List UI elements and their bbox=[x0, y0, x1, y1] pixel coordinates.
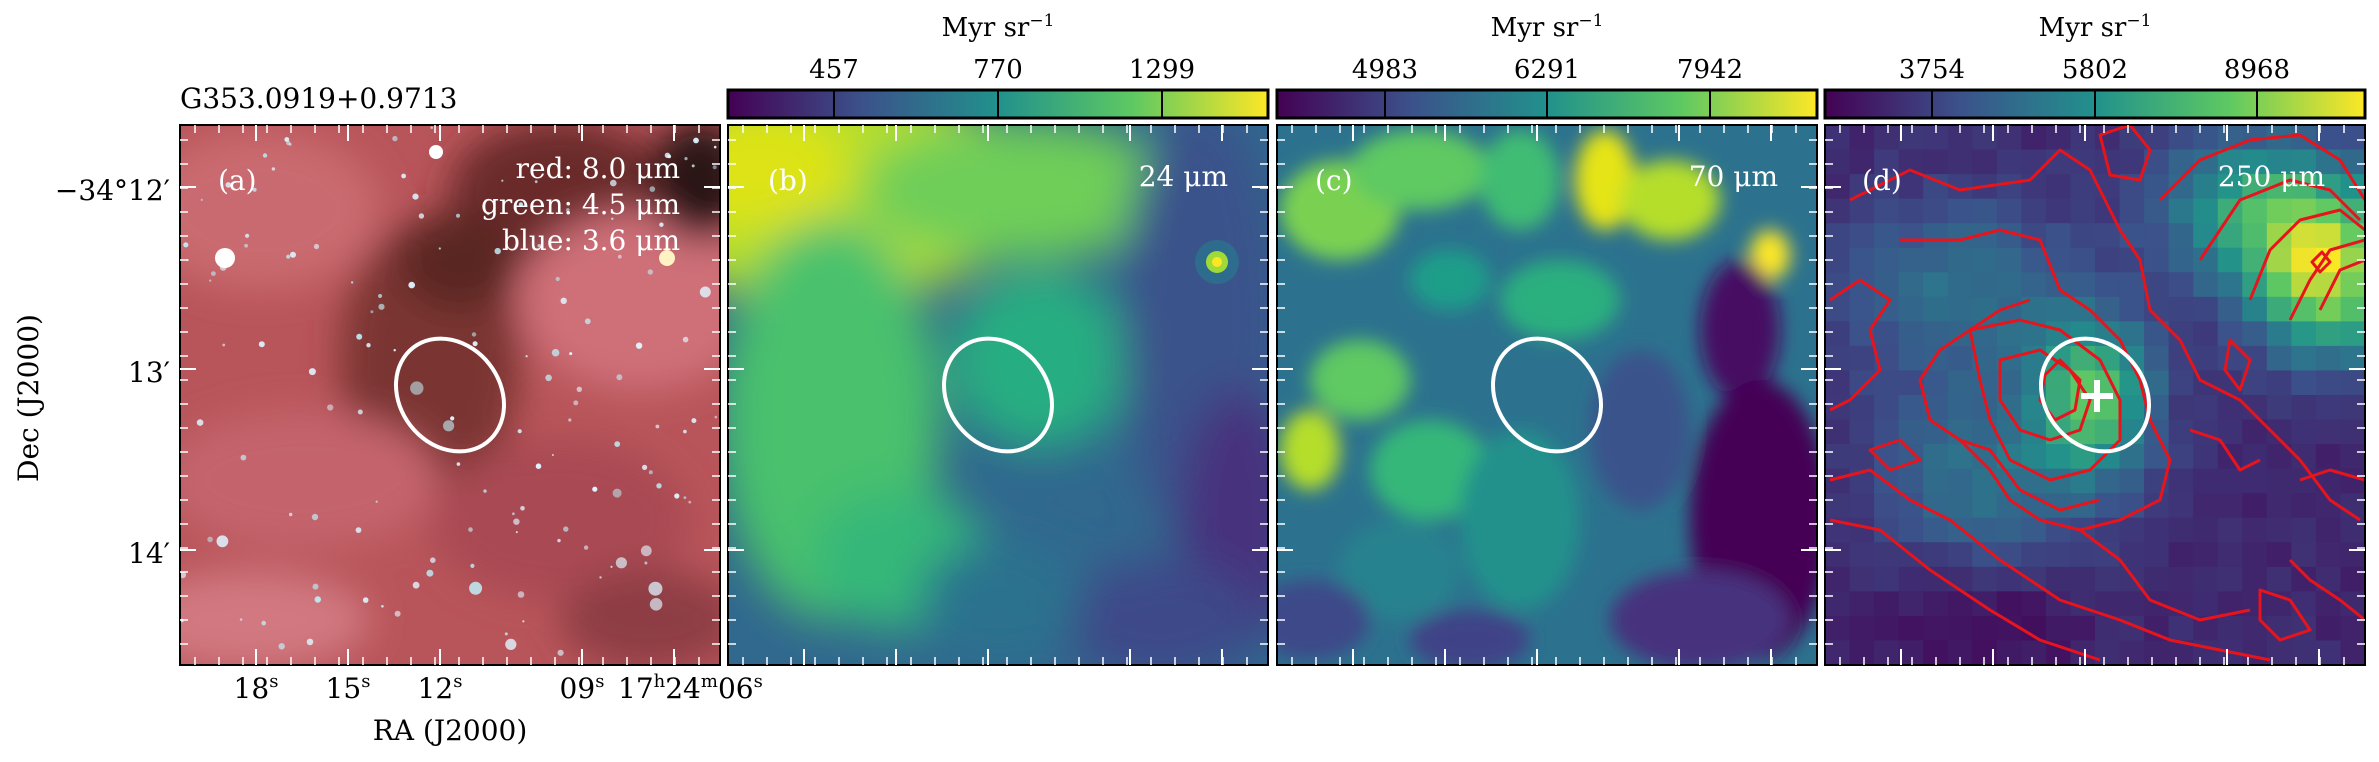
ra-tick-3: 12s bbox=[418, 671, 463, 705]
aperture-a bbox=[393, 336, 507, 454]
dec-tick-1: −34°12′ bbox=[55, 174, 170, 207]
colorbar-c-tick-2: 6291 bbox=[1514, 55, 1580, 85]
panel-d-contours bbox=[1829, 125, 2365, 662]
aperture-c bbox=[1490, 336, 1604, 454]
panel-b-image bbox=[728, 125, 1268, 665]
panel-a-image bbox=[180, 125, 720, 665]
panel-a-band-red: red: 8.0 μm bbox=[516, 152, 680, 185]
aperture-d bbox=[2038, 336, 2152, 454]
colorbar-b-unit: Myr sr−1 bbox=[942, 11, 1055, 43]
ra-tick-2: 15s bbox=[326, 671, 371, 705]
colorbar-c-tick-1: 4983 bbox=[1352, 55, 1418, 85]
colorbar-d-tick-2: 5802 bbox=[2062, 55, 2128, 85]
colorbar-d-tick-1: 3754 bbox=[1899, 55, 1965, 85]
colorbar-b-tick-1: 457 bbox=[809, 55, 859, 85]
panel-d bbox=[1824, 124, 2366, 666]
panel-d-band: 250 μm bbox=[2218, 160, 2325, 193]
x-axis-label: RA (J2000) bbox=[373, 714, 528, 747]
colorbar-b: 457 770 1299 Myr sr−1 bbox=[726, 11, 1270, 120]
panel-a-band-green: green: 4.5 μm bbox=[481, 188, 680, 221]
colorbar-d-unit: Myr sr−1 bbox=[2039, 11, 2152, 43]
panel-a-letter: (a) bbox=[218, 164, 257, 197]
colorbar-d-tick-3: 8968 bbox=[2224, 55, 2290, 85]
panel-a bbox=[179, 124, 721, 666]
source-name: G353.0919+0.9713 bbox=[180, 82, 457, 115]
panel-c bbox=[1276, 124, 1818, 666]
panel-b bbox=[727, 124, 1269, 666]
colorbar-b-tick-3: 1299 bbox=[1129, 55, 1195, 85]
panel-c-image bbox=[1277, 125, 1817, 665]
colorbar-d: 3754 5802 8968 Myr sr−1 bbox=[1823, 11, 2367, 120]
dec-tick-3: 14′ bbox=[128, 537, 170, 570]
panel-d-letter: (d) bbox=[1862, 164, 1902, 197]
dec-tick-2: 13′ bbox=[128, 356, 170, 389]
aperture-b bbox=[941, 336, 1055, 454]
panel-c-letter: (c) bbox=[1315, 164, 1353, 197]
colorbar-b-tick-2: 770 bbox=[973, 55, 1023, 85]
peak-marker bbox=[2081, 380, 2113, 412]
colorbar-c-unit: Myr sr−1 bbox=[1491, 11, 1604, 43]
y-axis-label: Dec (J2000) bbox=[12, 314, 45, 482]
ra-tick-5: 17h24m06s bbox=[618, 671, 763, 705]
ra-tick-4: 09s bbox=[560, 671, 605, 705]
panel-d-pixels bbox=[1825, 125, 2365, 665]
colorbar-c-tick-3: 7942 bbox=[1677, 55, 1743, 85]
ra-tick-1: 18s bbox=[234, 671, 279, 705]
panel-a-band-blue: blue: 3.6 μm bbox=[502, 224, 680, 257]
panel-d-image bbox=[1825, 125, 2365, 665]
panel-c-band: 70 μm bbox=[1689, 160, 1778, 193]
ra-tick-labels: 18s 15s 12s 09s 17h24m06s bbox=[234, 671, 763, 705]
panel-b-letter: (b) bbox=[768, 164, 808, 197]
aperture-ellipses bbox=[393, 336, 2152, 454]
colorbar-c: 4983 6291 7942 Myr sr−1 bbox=[1275, 11, 1819, 120]
panel-a-stars bbox=[180, 126, 718, 656]
panel-b-band: 24 μm bbox=[1139, 160, 1228, 193]
axis-ticks bbox=[180, 125, 2365, 665]
